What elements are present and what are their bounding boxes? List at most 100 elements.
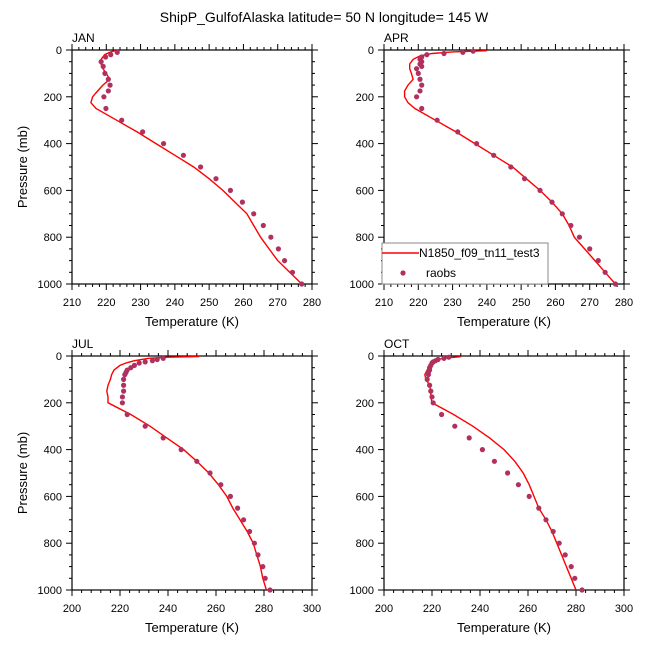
x-axis-label: Temperature (K)	[145, 314, 239, 329]
x-tick-label: 250	[200, 297, 218, 309]
legend-box	[381, 242, 549, 285]
raobs-point	[255, 552, 261, 558]
x-tick-label: 260	[546, 297, 564, 309]
y-tick-label: 400	[44, 445, 62, 457]
raobs-point	[121, 382, 127, 388]
x-axis-label: Temperature (K)	[457, 620, 551, 635]
raobs-point	[241, 517, 247, 523]
raobs-point	[595, 258, 601, 264]
y-tick-label: 200	[356, 398, 374, 410]
raobs-point	[136, 360, 142, 366]
raobs-point	[526, 493, 532, 499]
raobs-point	[281, 258, 288, 264]
raobs-point	[419, 82, 425, 88]
raobs-point	[466, 435, 472, 441]
raobs-point	[154, 356, 160, 363]
raobs-point	[160, 355, 166, 361]
panel-title: JAN	[72, 31, 95, 45]
y-tick-label: 0	[56, 351, 62, 363]
raobs-point	[602, 269, 608, 275]
raobs-point	[425, 372, 431, 378]
legend-marker-swatch	[400, 270, 406, 276]
y-axis-label: Pressure (mb)	[15, 126, 30, 208]
legend-label-raobs: raobs	[426, 266, 456, 280]
x-tick-label: 210	[375, 297, 393, 309]
raobs-point	[289, 269, 296, 275]
raobs-point	[434, 117, 440, 123]
raobs-point	[140, 129, 146, 135]
raobs-point	[413, 66, 420, 72]
raobs-point	[424, 52, 430, 58]
x-tick-label: 280	[303, 297, 321, 309]
raobs-point	[430, 400, 436, 406]
raobs-point	[260, 564, 266, 570]
x-tick-label: 280	[567, 603, 585, 615]
raobs-point	[251, 211, 257, 217]
raobs-point	[536, 505, 542, 511]
raobs-point	[160, 435, 166, 441]
raobs-point	[102, 70, 108, 76]
x-tick-label: 300	[303, 603, 321, 615]
raobs-point	[521, 176, 528, 182]
raobs-point	[491, 458, 497, 464]
raobs-point	[119, 400, 125, 406]
raobs-point	[579, 587, 585, 593]
raobs-point	[429, 394, 435, 400]
raobs-point	[142, 359, 148, 365]
raobs-point	[142, 423, 148, 429]
raobs-point	[178, 447, 184, 453]
raobs-point	[439, 411, 445, 418]
legend-label-model: N1850_f09_tn11_test3	[419, 246, 540, 260]
raobs-point	[124, 411, 130, 418]
raobs-point	[576, 234, 583, 240]
x-tick-label: 240	[159, 603, 177, 615]
raobs-point	[299, 281, 305, 287]
raobs-point	[119, 117, 125, 123]
raobs-point	[515, 482, 522, 488]
x-tick-label: 230	[131, 297, 149, 309]
x-tick-label: 200	[375, 603, 393, 615]
raobs-point	[114, 49, 120, 55]
y-tick-label: 600	[44, 185, 62, 197]
raobs-point	[105, 88, 111, 94]
x-tick-label: 210	[63, 297, 81, 309]
raobs-point	[180, 152, 187, 158]
raobs-point	[568, 564, 574, 570]
raobs-point	[427, 382, 433, 388]
raobs-point	[103, 105, 109, 112]
raobs-point	[572, 575, 578, 581]
raobs-point	[194, 458, 200, 464]
raobs-point	[446, 354, 452, 360]
panel-title: APR	[384, 31, 409, 45]
raobs-point	[275, 246, 281, 252]
y-tick-label: 800	[356, 232, 374, 244]
raobs-point	[473, 141, 480, 147]
raobs-point	[267, 587, 273, 593]
raobs-point	[470, 48, 476, 54]
raobs-point	[207, 470, 213, 476]
raobs-point	[460, 49, 466, 55]
raobs-point	[101, 94, 107, 100]
raobs-point	[417, 76, 423, 82]
raobs-point	[505, 470, 511, 476]
y-tick-label: 400	[356, 445, 374, 457]
x-axis-label: Temperature (K)	[457, 314, 551, 329]
x-tick-label: 270	[581, 297, 599, 309]
y-tick-label: 200	[44, 398, 62, 410]
x-tick-label: 260	[234, 297, 252, 309]
raobs-point	[612, 281, 619, 287]
x-tick-label: 240	[166, 297, 184, 309]
x-tick-label: 230	[443, 297, 461, 309]
plot-frame	[383, 355, 625, 591]
x-tick-label: 240	[471, 603, 489, 615]
y-tick-label: 200	[356, 92, 374, 104]
raobs-point	[247, 528, 253, 535]
raobs-point	[562, 552, 568, 558]
raobs-point	[543, 517, 549, 523]
raobs-point	[251, 540, 257, 546]
y-tick-label: 200	[44, 92, 62, 104]
raobs-point	[213, 176, 219, 182]
raobs-point	[424, 376, 430, 382]
panel-apr: 210 220 230 240 250 260 270 280 0 200 400 600 800 100…	[350, 31, 634, 329]
